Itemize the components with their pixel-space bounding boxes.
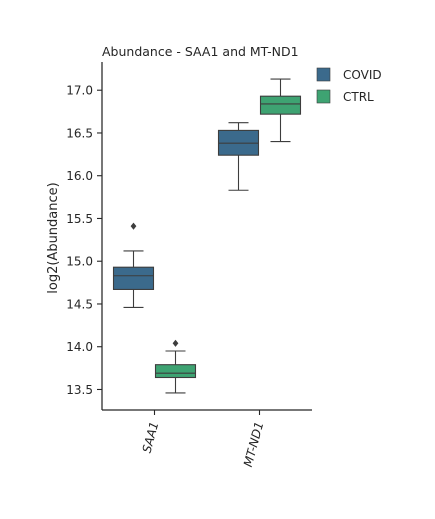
y-axis-label: log2(Abundance) (46, 182, 61, 293)
y-axis: 13.5 14.0 14.5 15.0 15.5 16.0 16.5 17.0 (66, 62, 103, 410)
plot-area (112, 78, 302, 394)
legend-label: CTRL (343, 90, 374, 104)
chart-title: Abundance - SAA1 and MT-ND1 (102, 44, 299, 59)
y-tick-label: 16.5 (66, 126, 93, 140)
outlier-point (172, 339, 179, 347)
box-covid-mt-nd1 (217, 122, 260, 191)
x-axis: SAA1 MT-ND1 (102, 409, 312, 468)
y-tick-label: 15.5 (66, 212, 93, 226)
y-tick-label: 17.0 (66, 84, 93, 98)
legend-item-covid: COVID (316, 67, 382, 82)
iqr-box (154, 364, 197, 379)
box-covid-saa1 (112, 222, 155, 308)
legend: COVID CTRL (316, 67, 382, 104)
outlier-point (130, 222, 137, 230)
y-tick-label: 15.0 (66, 255, 93, 269)
legend-swatch (316, 67, 331, 82)
y-tick-label: 13.5 (66, 383, 93, 397)
y-tick-label: 14.5 (66, 297, 93, 311)
y-tick-label: 14.0 (66, 340, 93, 354)
legend-label: COVID (343, 68, 382, 82)
box-ctrl-saa1 (154, 339, 197, 394)
x-tick-label: MT-ND1 (241, 420, 266, 468)
legend-item-ctrl: CTRL (316, 89, 374, 104)
x-tick-label: SAA1 (140, 420, 162, 454)
y-tick-label: 16.0 (66, 169, 93, 183)
box-ctrl-mt-nd1 (259, 78, 302, 143)
iqr-box (112, 266, 155, 290)
legend-swatch (316, 89, 331, 104)
iqr-box (259, 95, 302, 115)
